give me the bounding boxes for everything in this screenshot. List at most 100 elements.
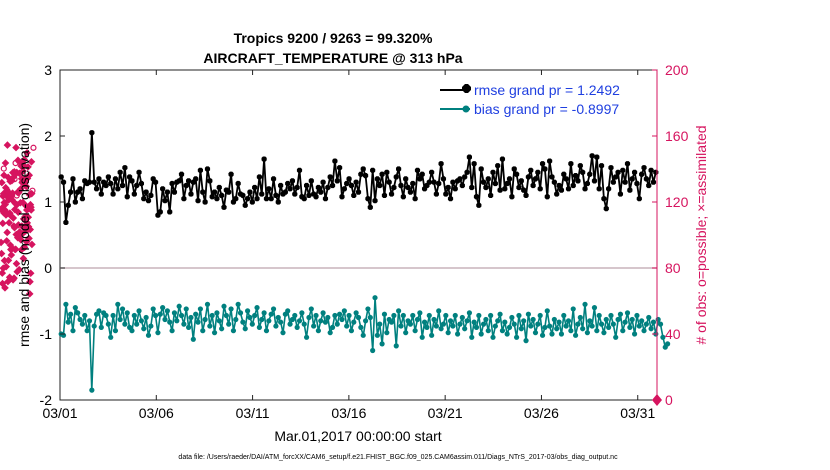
rmse-point bbox=[445, 184, 451, 191]
y-tick-right-label: 80 bbox=[665, 260, 681, 276]
bias-point bbox=[346, 312, 352, 319]
rmse-point bbox=[329, 182, 336, 189]
bias-point bbox=[327, 330, 333, 336]
bias-point bbox=[594, 328, 600, 334]
bias-point bbox=[587, 318, 593, 324]
rmse-point bbox=[325, 184, 331, 191]
bias-point bbox=[528, 323, 534, 329]
rmse-point bbox=[457, 176, 463, 182]
bias-point bbox=[367, 314, 373, 321]
obs-assimilated-marker bbox=[18, 230, 27, 238]
rmse-point bbox=[523, 192, 529, 198]
bias-point bbox=[412, 328, 418, 334]
bias-point bbox=[478, 331, 484, 337]
bias-point bbox=[174, 318, 180, 324]
bias-point bbox=[558, 331, 565, 337]
rmse-point bbox=[485, 176, 491, 182]
obs-assimilated-marker bbox=[0, 190, 8, 198]
rmse-point bbox=[643, 176, 649, 182]
bias-point bbox=[650, 319, 657, 325]
rmse-point bbox=[417, 176, 423, 182]
rmse-point bbox=[483, 184, 489, 191]
rmse-point bbox=[388, 191, 395, 197]
rmse-point bbox=[639, 171, 645, 177]
bias-point bbox=[131, 312, 137, 319]
bias-point bbox=[417, 310, 423, 316]
bias-point bbox=[447, 318, 454, 324]
rmse-point bbox=[561, 171, 567, 177]
bias-point bbox=[176, 303, 182, 309]
bias-point bbox=[103, 312, 109, 319]
obs-assimilated-marker bbox=[8, 189, 17, 197]
bias-point bbox=[325, 314, 331, 321]
bias-point bbox=[181, 321, 187, 327]
bias-point bbox=[388, 319, 395, 325]
bias-point bbox=[204, 301, 211, 307]
bias-point bbox=[532, 330, 539, 336]
rmse-point bbox=[497, 187, 503, 193]
y-tick-left-label: 2 bbox=[44, 128, 52, 144]
rmse-point bbox=[530, 182, 536, 189]
rmse-point bbox=[650, 179, 657, 185]
bias-point bbox=[193, 311, 199, 317]
obs-assimilated-marker bbox=[13, 233, 22, 242]
bias-point bbox=[480, 321, 487, 327]
bias-point bbox=[211, 330, 218, 336]
legend: rmse grand pr = 1.2492 bias grand pr = -… bbox=[436, 80, 654, 122]
rmse-point bbox=[188, 191, 194, 197]
rmse-point bbox=[176, 178, 182, 184]
bias-point bbox=[539, 332, 546, 338]
rmse-point bbox=[622, 179, 628, 185]
rmse-point bbox=[598, 163, 605, 169]
obs-assimilated-marker bbox=[24, 213, 33, 221]
bias-point bbox=[438, 326, 444, 332]
bias-point bbox=[591, 305, 598, 311]
bias-point bbox=[565, 318, 572, 324]
bias-point bbox=[471, 319, 477, 325]
legend-bias-marker bbox=[462, 105, 470, 113]
rmse-point bbox=[568, 161, 574, 167]
bias-point bbox=[273, 323, 279, 329]
bias-point bbox=[256, 324, 262, 330]
rmse-point bbox=[98, 191, 104, 197]
bias-point bbox=[634, 312, 640, 319]
rmse-point bbox=[547, 158, 553, 164]
bias-point bbox=[575, 321, 581, 327]
obs-assimilated-marker bbox=[25, 234, 33, 243]
rmse-point bbox=[358, 171, 364, 177]
bias-point bbox=[223, 312, 229, 319]
bias-point bbox=[443, 312, 449, 319]
bias-point bbox=[355, 314, 362, 321]
bias-point bbox=[84, 328, 90, 334]
obs-assimilated-marker bbox=[8, 176, 16, 185]
rmse-point bbox=[136, 169, 142, 175]
rmse-point bbox=[278, 182, 284, 189]
bias-point bbox=[377, 321, 383, 327]
bias-point bbox=[429, 332, 435, 338]
rmse-point bbox=[641, 165, 647, 171]
bias-point bbox=[91, 323, 97, 329]
rmse-point bbox=[384, 169, 390, 175]
bias-point bbox=[341, 308, 347, 314]
bias-point bbox=[400, 312, 406, 319]
rmse-point bbox=[634, 180, 640, 187]
rmse-point bbox=[580, 169, 586, 175]
bias-point bbox=[207, 323, 213, 329]
obs-assimilated-marker bbox=[9, 173, 18, 181]
obs-assimilated-marker bbox=[23, 219, 32, 227]
x-tick-label: 03/21 bbox=[428, 405, 463, 421]
rmse-point bbox=[466, 154, 473, 160]
bias-point bbox=[339, 316, 345, 323]
rmse-point bbox=[412, 196, 418, 202]
rmse-point bbox=[296, 167, 303, 173]
plot-frame bbox=[59, 69, 658, 401]
obs-assimilated-marker bbox=[5, 218, 13, 227]
bias-point bbox=[549, 331, 555, 337]
bias-point bbox=[495, 318, 501, 324]
rmse-point bbox=[582, 186, 588, 192]
bias-point bbox=[589, 323, 595, 329]
bias-point bbox=[537, 312, 543, 319]
y-tick-left-label: 0 bbox=[44, 260, 52, 276]
rmse-point bbox=[447, 196, 454, 202]
bias-point bbox=[150, 306, 156, 312]
